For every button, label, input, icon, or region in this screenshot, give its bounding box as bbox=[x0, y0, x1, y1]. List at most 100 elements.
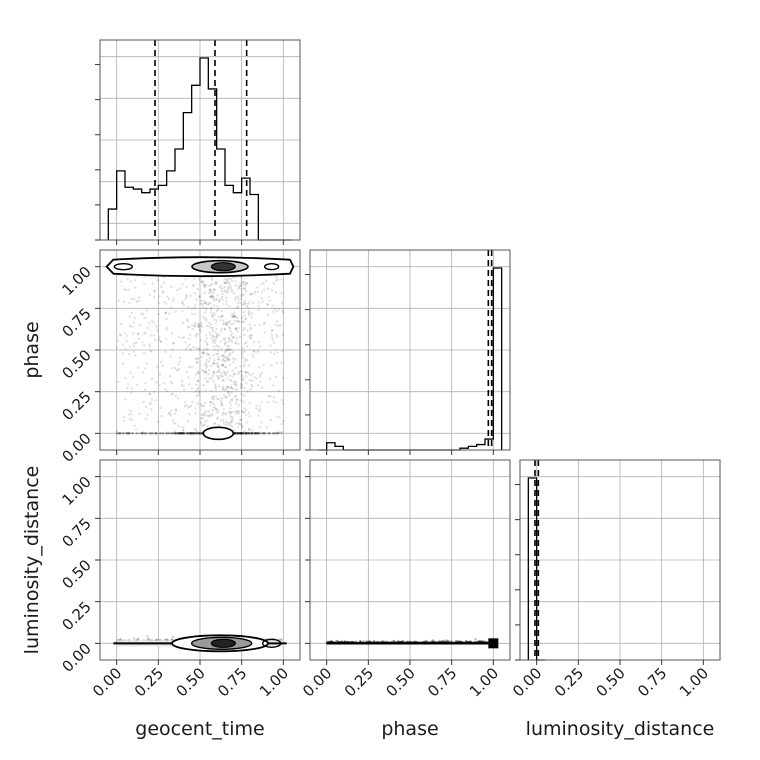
sample-point bbox=[172, 297, 176, 300]
sample-point bbox=[217, 377, 220, 380]
sample-point bbox=[236, 316, 239, 320]
sample-point bbox=[164, 350, 167, 354]
sample-point bbox=[204, 283, 208, 287]
sample-point bbox=[169, 355, 172, 358]
sample-point bbox=[242, 410, 245, 413]
sample-point bbox=[213, 341, 217, 345]
sample-point bbox=[258, 301, 261, 304]
sample-point bbox=[231, 290, 234, 293]
sample-point bbox=[193, 412, 197, 415]
sample-point bbox=[203, 311, 207, 314]
sample-point bbox=[191, 432, 194, 435]
sample-point bbox=[224, 372, 227, 375]
sample-point bbox=[251, 379, 254, 382]
sample-point bbox=[228, 284, 232, 287]
sample-point bbox=[196, 361, 199, 365]
sample-point bbox=[239, 432, 243, 435]
sample-point bbox=[189, 294, 192, 297]
sample-point bbox=[197, 432, 201, 435]
sample-point bbox=[252, 350, 256, 353]
sample-point bbox=[240, 316, 244, 319]
sample-point bbox=[262, 432, 266, 435]
sample-point bbox=[173, 432, 176, 435]
sample-point bbox=[236, 337, 239, 340]
sample-point bbox=[232, 380, 236, 384]
sample-point bbox=[247, 364, 251, 367]
sample-point bbox=[248, 313, 251, 316]
sample-point bbox=[147, 637, 150, 640]
sample-point bbox=[152, 390, 156, 393]
sample-point bbox=[248, 323, 252, 326]
sample-point bbox=[214, 388, 218, 392]
sample-point bbox=[191, 400, 194, 403]
sample-point bbox=[228, 344, 231, 347]
sample-point bbox=[221, 298, 224, 301]
sample-point bbox=[187, 382, 191, 386]
sample-point bbox=[280, 430, 283, 434]
sample-point bbox=[258, 323, 261, 327]
sample-point bbox=[260, 400, 263, 404]
sample-point bbox=[201, 280, 204, 283]
sample-point bbox=[243, 360, 246, 363]
sample-point bbox=[142, 282, 146, 286]
sample-point bbox=[224, 289, 227, 292]
sample-point bbox=[270, 329, 274, 333]
sample-point bbox=[119, 334, 123, 337]
sample-point bbox=[235, 422, 238, 425]
sample-point bbox=[226, 345, 229, 348]
sample-point bbox=[148, 321, 151, 325]
sample-point bbox=[222, 421, 225, 424]
sample-point bbox=[235, 410, 239, 414]
sample-point bbox=[243, 333, 246, 337]
sample-point bbox=[271, 328, 274, 332]
sample-point bbox=[144, 275, 147, 279]
sample-point bbox=[184, 403, 188, 407]
sample-point bbox=[178, 356, 182, 359]
sample-point bbox=[128, 301, 131, 305]
sample-point bbox=[181, 432, 185, 435]
sample-point bbox=[151, 432, 154, 435]
sample-point bbox=[214, 383, 217, 386]
sample-point bbox=[221, 359, 224, 362]
sample-point bbox=[200, 325, 204, 329]
sample-point bbox=[223, 342, 227, 345]
sample-point bbox=[276, 432, 280, 435]
sample-point bbox=[256, 432, 259, 435]
sample-point bbox=[240, 288, 243, 291]
sample-point bbox=[225, 349, 228, 352]
histogram-step bbox=[527, 477, 545, 661]
sample-point bbox=[268, 377, 272, 381]
sample-point bbox=[162, 432, 165, 435]
sample-point bbox=[184, 341, 187, 344]
sample-point bbox=[225, 356, 229, 360]
sample-point bbox=[215, 327, 218, 331]
sample-point bbox=[234, 326, 237, 330]
sample-point bbox=[166, 326, 169, 330]
sample-point bbox=[204, 302, 207, 305]
sample-point bbox=[431, 639, 435, 642]
sample-point bbox=[142, 332, 146, 335]
sample-point bbox=[272, 432, 275, 435]
sample-point bbox=[231, 315, 234, 319]
sample-point bbox=[230, 417, 234, 421]
sample-point bbox=[249, 334, 252, 337]
sample-point bbox=[164, 328, 168, 331]
sample-point bbox=[127, 432, 130, 435]
sample-point bbox=[155, 432, 158, 435]
sample-point bbox=[209, 401, 212, 404]
sample-point bbox=[189, 404, 193, 408]
sample-point bbox=[231, 279, 234, 283]
sample-point bbox=[119, 322, 123, 326]
sample-point bbox=[241, 432, 244, 435]
sample-point bbox=[134, 286, 137, 289]
sample-point bbox=[127, 413, 130, 416]
sample-point bbox=[234, 342, 238, 345]
sample-point bbox=[146, 413, 149, 417]
sample-point bbox=[140, 312, 143, 315]
sample-point bbox=[212, 371, 215, 374]
sample-point bbox=[204, 370, 208, 373]
sample-point bbox=[137, 333, 140, 336]
sample-point bbox=[150, 432, 153, 435]
sample-point bbox=[177, 432, 180, 435]
sample-point bbox=[221, 387, 224, 390]
